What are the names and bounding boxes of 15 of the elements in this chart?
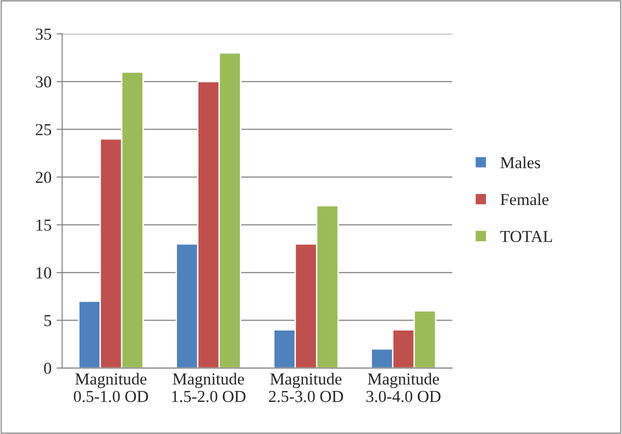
legend-label: TOTAL bbox=[500, 230, 552, 242]
y-tick-label: 15 bbox=[36, 220, 52, 231]
legend-label: Female bbox=[500, 193, 548, 206]
y-tick-label: 0 bbox=[44, 362, 52, 374]
y-tick-label: 20 bbox=[36, 172, 52, 184]
x-tick-label: Magnitude 3.0-4.0 OD bbox=[366, 372, 441, 402]
x-tick-label: Magnitude 0.5-1.0 OD bbox=[74, 372, 148, 402]
y-tick-label: 35 bbox=[36, 28, 52, 40]
legend-label: Males bbox=[500, 156, 540, 168]
y-tick-label: 5 bbox=[44, 315, 52, 326]
x-tick-label: Magnitude 2.5-3.0 OD bbox=[268, 372, 344, 402]
y-tick-label: 10 bbox=[36, 267, 52, 278]
y-tick-label: 30 bbox=[36, 76, 52, 88]
y-tick-label: 25 bbox=[36, 124, 52, 136]
x-tick-label: Magnitude 1.5-2.0 OD bbox=[172, 372, 246, 402]
